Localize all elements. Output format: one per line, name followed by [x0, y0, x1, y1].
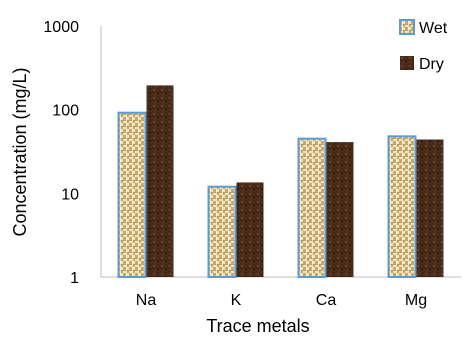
y-tick-label: 1000 [43, 19, 79, 36]
x-tick-label: Mg [405, 292, 427, 309]
bar-dry-ca [326, 142, 354, 277]
x-tick-label: Na [136, 292, 157, 309]
bar-wet-na [117, 111, 147, 279]
y-tick-label: 1 [70, 270, 79, 287]
bars [117, 85, 444, 279]
y-tick-label: 100 [52, 103, 79, 120]
x-tick-labels: Na K Ca Mg [136, 292, 427, 309]
x-tick-label: K [231, 292, 242, 309]
x-axis-title: Trace metals [206, 316, 309, 336]
legend: Wet Dry [399, 19, 448, 73]
y-axis-title: Concentration (mg/L) [10, 67, 30, 236]
bar-wet-mg [387, 135, 417, 278]
bar-wet-ca [297, 137, 327, 278]
legend-label-wet: Wet [419, 20, 448, 37]
legend-label-dry: Dry [419, 56, 444, 73]
legend-swatch-wet [399, 19, 415, 35]
bar-dry-mg [416, 139, 444, 277]
x-tick-label: Ca [316, 292, 337, 309]
legend-swatch-dry [400, 56, 414, 70]
y-tick-labels: 1 10 100 1000 [43, 19, 79, 287]
bar-wet-k [207, 185, 237, 278]
bar-dry-na [146, 85, 174, 277]
y-tick-label: 10 [61, 186, 79, 203]
bar-dry-k [236, 182, 264, 277]
